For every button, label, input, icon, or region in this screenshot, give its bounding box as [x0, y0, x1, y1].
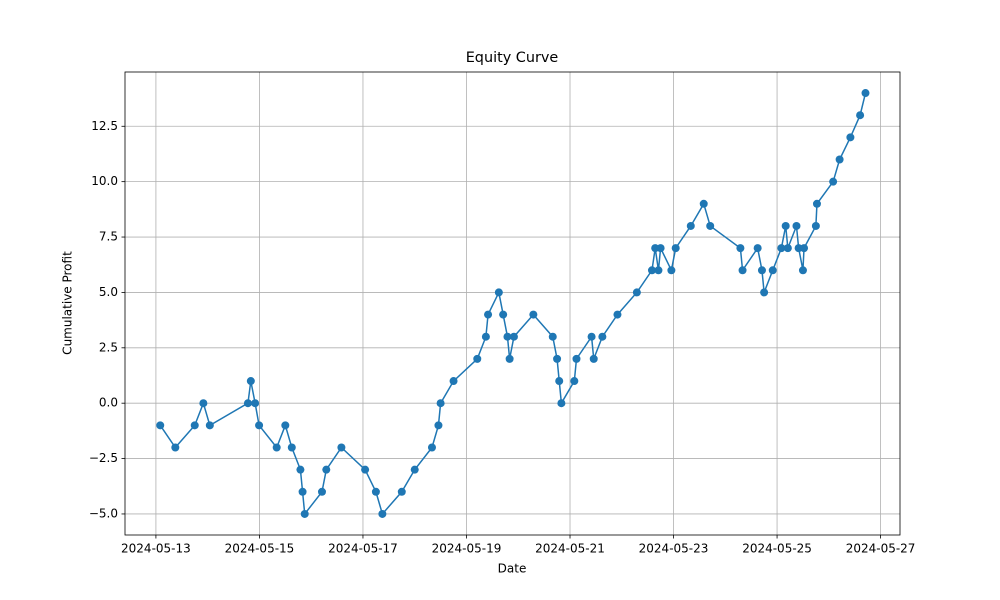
- point: [272, 443, 281, 452]
- point: [654, 266, 663, 275]
- point: [553, 354, 562, 363]
- point: [397, 487, 406, 496]
- point: [199, 399, 208, 408]
- point: [632, 288, 641, 297]
- point: [570, 377, 579, 386]
- x-tick-label: 2024-05-17: [328, 542, 398, 556]
- point: [835, 155, 844, 164]
- point: [598, 332, 607, 341]
- point: [812, 199, 821, 208]
- point: [589, 354, 598, 363]
- point: [699, 199, 708, 208]
- point: [410, 465, 419, 474]
- point: [378, 509, 387, 518]
- point: [494, 288, 503, 297]
- x-tick-label: 2024-05-13: [121, 542, 191, 556]
- point: [800, 244, 809, 253]
- y-tick-label: 5.0: [99, 285, 118, 299]
- point: [509, 332, 518, 341]
- point: [792, 221, 801, 230]
- y-tick-label: 12.5: [91, 119, 118, 133]
- point: [768, 266, 777, 275]
- chart-title: Equity Curve: [466, 50, 559, 66]
- point: [243, 399, 252, 408]
- point: [427, 443, 436, 452]
- y-axis-label: Cumulative Profit: [61, 251, 75, 355]
- x-tick-label: 2024-05-15: [225, 542, 295, 556]
- point: [481, 332, 490, 341]
- point: [255, 421, 264, 430]
- point: [781, 221, 790, 230]
- point: [317, 487, 326, 496]
- point: [738, 266, 747, 275]
- point: [298, 487, 307, 496]
- y-tick-label: 2.5: [99, 340, 118, 354]
- point: [337, 443, 346, 452]
- point: [281, 421, 290, 430]
- point: [856, 111, 865, 120]
- point: [572, 354, 581, 363]
- point: [246, 377, 255, 386]
- point: [371, 487, 380, 496]
- x-tick-label: 2024-05-21: [535, 542, 605, 556]
- x-tick-label: 2024-05-25: [742, 542, 812, 556]
- point: [706, 221, 715, 230]
- y-tick-label: 10.0: [91, 174, 118, 188]
- point: [300, 509, 309, 518]
- point: [798, 266, 807, 275]
- point: [484, 310, 493, 319]
- point: [656, 244, 665, 253]
- point: [757, 266, 766, 275]
- point: [361, 465, 370, 474]
- point: [613, 310, 622, 319]
- line: [159, 92, 867, 516]
- plot-frame: [124, 71, 901, 536]
- point: [434, 421, 443, 430]
- point: [846, 133, 855, 142]
- point: [436, 399, 445, 408]
- y-tick-label: 0.0: [99, 396, 118, 410]
- point: [529, 310, 538, 319]
- point: [548, 332, 557, 341]
- point: [647, 266, 656, 275]
- x-tick-label: 2024-05-23: [639, 542, 709, 556]
- point: [287, 443, 296, 452]
- point: [499, 310, 508, 319]
- point: [760, 288, 769, 297]
- point: [753, 244, 762, 253]
- point: [671, 244, 680, 253]
- point: [783, 244, 792, 253]
- point: [503, 332, 512, 341]
- point: [667, 266, 676, 275]
- point: [171, 443, 180, 452]
- point: [557, 399, 566, 408]
- x-tick-label: 2024-05-27: [846, 542, 916, 556]
- point: [205, 421, 214, 430]
- point: [449, 377, 458, 386]
- y-tick-label: −2.5: [89, 451, 118, 465]
- point: [296, 465, 305, 474]
- point: [473, 354, 482, 363]
- y-tick-label: 7.5: [99, 230, 118, 244]
- point: [777, 244, 786, 253]
- x-axis-label: Date: [498, 562, 527, 576]
- x-tick-label: 2024-05-19: [432, 542, 502, 556]
- point: [686, 221, 695, 230]
- point: [587, 332, 596, 341]
- point: [505, 354, 514, 363]
- y-tick-label: −5.0: [89, 506, 118, 520]
- point: [251, 399, 260, 408]
- point: [190, 421, 199, 430]
- point: [861, 89, 870, 98]
- point: [829, 177, 838, 186]
- point: [811, 221, 820, 230]
- point: [736, 244, 745, 253]
- point: [555, 377, 564, 386]
- point: [322, 465, 331, 474]
- point: [156, 421, 165, 430]
